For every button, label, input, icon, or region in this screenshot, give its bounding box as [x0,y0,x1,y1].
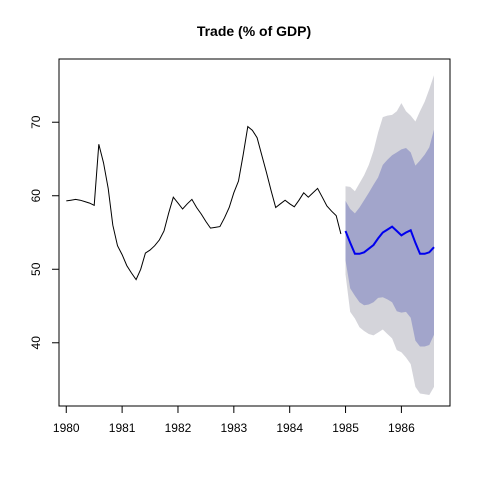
y-axis: 40 50 60 70 [29,115,60,350]
chart-title: Trade (% of GDP) [197,23,311,39]
series-lines [66,125,435,281]
x-axis: 1980 1981 1982 1983 1984 1985 1986 [53,405,415,435]
x-tick-label: 1982 [165,421,192,435]
y-tick-label: 60 [29,189,43,203]
y-tick-label: 40 [29,336,43,350]
x-tick-label: 1983 [220,421,247,435]
y-tick-label: 70 [29,115,43,129]
y-tick-label: 50 [29,262,43,276]
x-tick-label: 1985 [332,421,359,435]
band-80 [345,129,434,347]
x-tick-label: 1981 [109,421,136,435]
forecast-line [344,225,435,255]
x-tick-label: 1986 [388,421,415,435]
x-tick-label: 1984 [276,421,303,435]
x-tick-label: 1980 [53,421,80,435]
confidence-bands [345,75,434,395]
observed-line [66,125,342,281]
